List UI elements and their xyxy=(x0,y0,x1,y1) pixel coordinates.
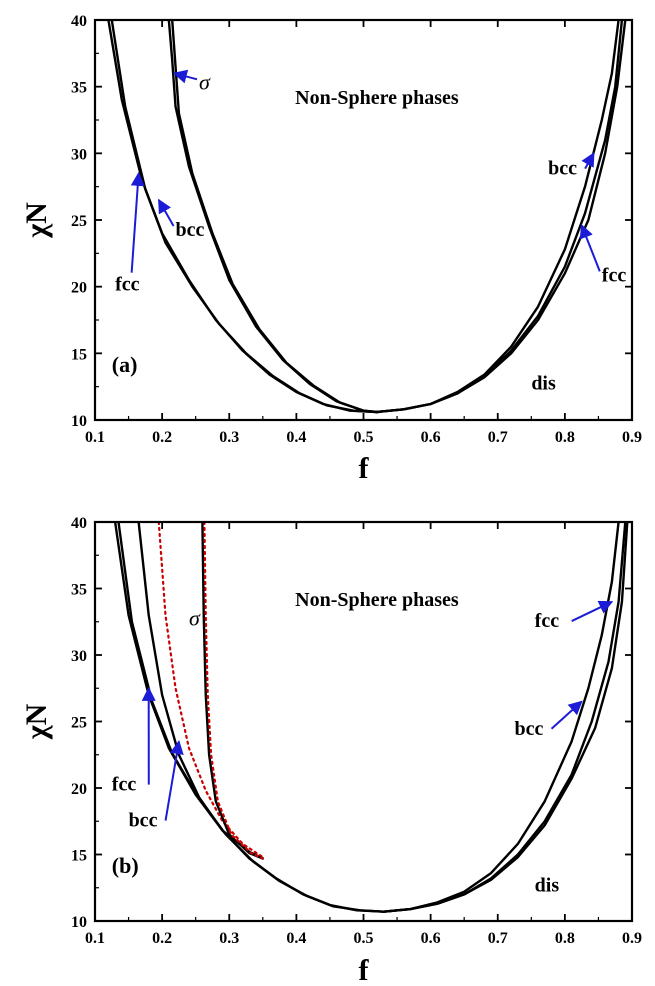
x-tick-label: 0.2 xyxy=(152,429,172,446)
phase-label-fcc: fcc xyxy=(115,274,140,296)
x-tick-label: 0.9 xyxy=(622,930,642,947)
y-tick-label: 35 xyxy=(71,582,87,599)
y-tick-label: 35 xyxy=(71,80,87,97)
series-line xyxy=(170,20,379,414)
chart-panel-2: 0.1 0.2 0.3 0.4 0.5 0.6 0.7 0.8 0.9 10 15 20 25 30 35 4… xyxy=(20,515,642,986)
annotation-arrow xyxy=(130,171,145,273)
chart-panel-1: 0.1 0.2 0.3 0.4 0.5 0.6 0.7 0.8 0.9 10 15 20 25 30 35 4… xyxy=(20,13,642,485)
y-tick-label: 10 xyxy=(71,413,87,430)
x-tick-label: 0.4 xyxy=(286,429,306,446)
phase-label-fcc: fcc xyxy=(112,774,137,796)
y-tick-label: 40 xyxy=(71,13,87,30)
x-tick-label: 0.8 xyxy=(555,429,575,446)
x-tick-label: 0.6 xyxy=(421,429,441,446)
x-tick-label: 0.9 xyxy=(622,429,642,446)
sigma-label: σ xyxy=(189,606,201,631)
series-group xyxy=(107,20,627,414)
x-tick-label: 0.7 xyxy=(488,429,508,446)
x-tick-label: 0.8 xyxy=(555,930,575,947)
x-axis-label: f xyxy=(359,452,370,485)
x-tick-label: 0.5 xyxy=(354,429,374,446)
series-line xyxy=(157,522,264,859)
sigma-label: σ xyxy=(199,69,211,94)
x-tick-label: 0.4 xyxy=(286,930,306,947)
phase-label-bcc: bcc xyxy=(548,158,577,180)
x-tick-label: 0.7 xyxy=(488,930,508,947)
x-tick-label: 0.1 xyxy=(85,429,105,446)
series-line xyxy=(137,522,265,860)
y-tick-label: 40 xyxy=(71,515,87,532)
x-tick-label: 0.3 xyxy=(219,930,239,947)
phase-label-fcc: fcc xyxy=(535,610,560,632)
series-line xyxy=(382,522,620,913)
region-label: Non-Sphere phases xyxy=(295,87,459,109)
panel-label: (a) xyxy=(112,352,138,377)
series-line xyxy=(110,20,379,414)
y-tick-label: 15 xyxy=(71,848,87,865)
phase-label-bcc: bcc xyxy=(176,219,205,241)
annotation-arrow xyxy=(164,740,184,821)
plot-frame xyxy=(93,520,634,923)
series-group xyxy=(113,522,629,913)
series-line xyxy=(375,20,627,414)
y-tick-label: 20 xyxy=(71,781,87,798)
series-line xyxy=(203,522,264,860)
phase-label-dis: dis xyxy=(535,875,560,897)
series-line xyxy=(107,20,379,414)
phase-label-bcc: bcc xyxy=(129,810,158,832)
x-tick-label: 0.2 xyxy=(152,930,172,947)
annotation-arrow xyxy=(581,152,595,170)
series-line xyxy=(382,522,629,913)
x-tick-label: 0.5 xyxy=(354,930,374,947)
y-tick-label: 30 xyxy=(71,146,87,163)
y-tick-label: 25 xyxy=(71,715,87,732)
series-line xyxy=(201,522,265,860)
panel-label: (b) xyxy=(112,853,139,878)
y-tick-label: 20 xyxy=(71,280,87,297)
x-tick-label: 0.1 xyxy=(85,930,105,947)
y-axis-label: χN xyxy=(20,202,53,239)
series-line xyxy=(382,522,627,913)
y-tick-label: 15 xyxy=(71,346,87,363)
series-line xyxy=(375,20,620,414)
y-tick-label: 25 xyxy=(71,213,87,230)
annotation-arrow xyxy=(157,198,175,227)
phase-label-fcc: fcc xyxy=(602,264,627,286)
phase-label-dis: dis xyxy=(531,372,556,394)
region-label: Non-Sphere phases xyxy=(295,589,459,611)
x-axis-label: f xyxy=(359,954,370,986)
annotation-arrow xyxy=(172,69,198,84)
y-tick-label: 10 xyxy=(71,914,87,931)
phase-label-bcc: bcc xyxy=(515,718,544,740)
annotation-arrow xyxy=(579,224,601,272)
annotation-arrow xyxy=(571,600,614,622)
series-line xyxy=(375,20,624,414)
x-tick-label: 0.3 xyxy=(219,429,239,446)
y-axis-label: χN xyxy=(20,703,53,740)
y-tick-label: 30 xyxy=(71,648,87,665)
x-tick-label: 0.6 xyxy=(421,930,441,947)
annotation-arrow xyxy=(550,700,583,730)
